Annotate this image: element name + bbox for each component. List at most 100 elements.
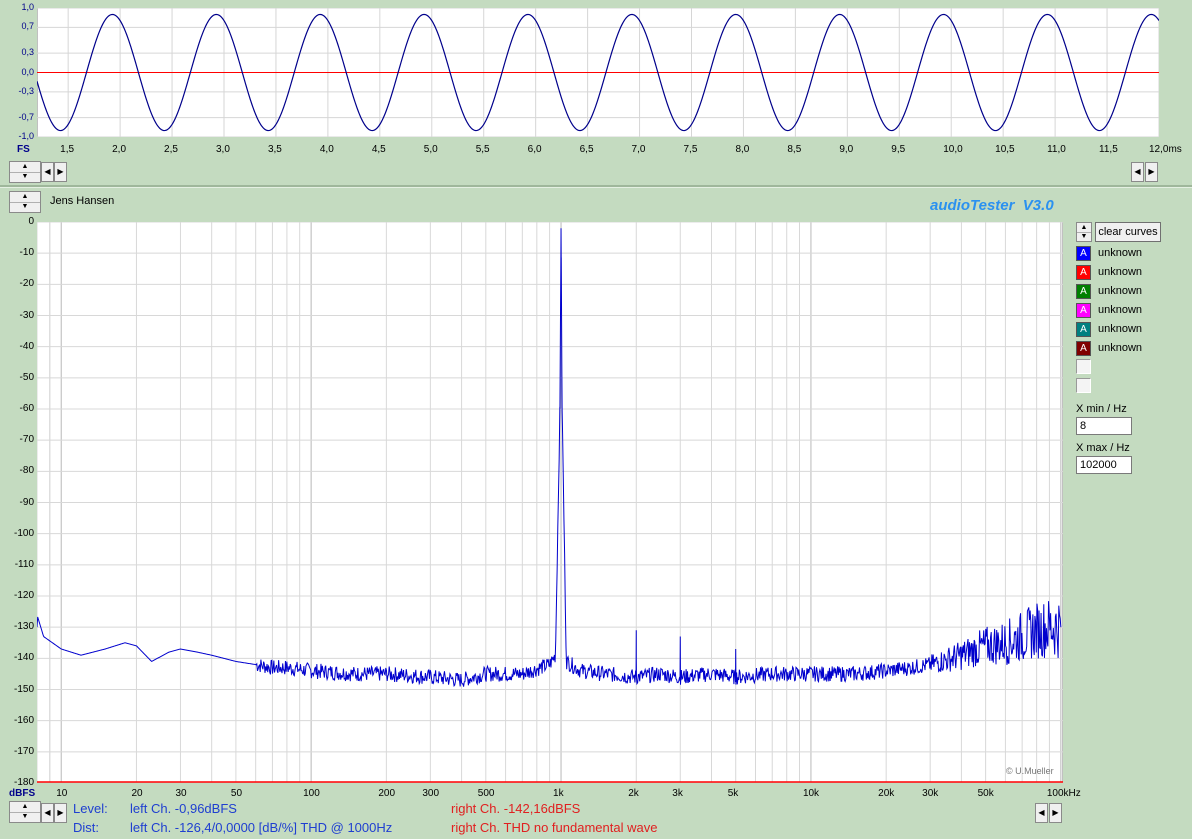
spectrum-y-tick: -60 bbox=[19, 403, 34, 414]
xmin-label: X min / Hz bbox=[1076, 403, 1127, 415]
curve-color-badge[interactable]: A bbox=[1076, 265, 1091, 280]
scope-x-tick: 3,0 bbox=[216, 144, 230, 155]
xmax-input[interactable]: 102000 bbox=[1076, 456, 1132, 474]
level-label: Level: bbox=[73, 801, 108, 816]
spectrum-x-tick: 20k bbox=[878, 788, 895, 799]
spectrum-scroll-left-button[interactable]: ◀ bbox=[41, 803, 54, 823]
xmin-input[interactable]: 8 bbox=[1076, 417, 1132, 435]
scope-x-tick: 9,0 bbox=[839, 144, 854, 155]
scope-trace bbox=[37, 13, 1159, 132]
spectrum-x-tick: 100 bbox=[303, 788, 320, 799]
panel-divider[interactable] bbox=[0, 185, 1192, 188]
dist-label: Dist: bbox=[73, 820, 99, 835]
curve-color-badge[interactable]: A bbox=[1076, 246, 1091, 261]
spin-up-icon[interactable]: ▲ bbox=[10, 192, 40, 203]
spin-up-icon[interactable]: ▲ bbox=[1077, 223, 1091, 233]
scope-x-tick: 11,0 bbox=[1047, 144, 1066, 155]
spectrum-y-zoom-spinner[interactable]: ▲ ▼ bbox=[9, 801, 41, 823]
level-right-value: right Ch. -142,16dBFS bbox=[451, 801, 581, 816]
curve-color-badge[interactable]: A bbox=[1076, 341, 1091, 356]
scope-y-tick: 0,3 bbox=[21, 47, 34, 58]
xmax-label: X max / Hz bbox=[1076, 442, 1130, 454]
curve-color-badge[interactable]: A bbox=[1076, 284, 1091, 299]
scope-x-tick: 4,0 bbox=[319, 144, 334, 155]
spectrum-y-tick: -20 bbox=[19, 278, 34, 290]
scope-x-tick: 6,5 bbox=[579, 144, 594, 155]
legend-item-label: unknown bbox=[1098, 285, 1143, 297]
scope-y-axis: 1,0 0,7 0,3 0,0 -0,3 -0,7 -1,0 bbox=[0, 0, 37, 142]
legend-item-label: unknown bbox=[1098, 266, 1143, 278]
spectrum-y-tick: -110 bbox=[14, 558, 34, 570]
app-title: audioTester V3.0 bbox=[930, 197, 1054, 214]
spectrum-offset-spinner[interactable]: ▲ ▼ bbox=[9, 191, 41, 213]
scope-x-tick: 3,5 bbox=[267, 144, 282, 155]
spectrum-y-tick: -150 bbox=[13, 683, 34, 695]
scope-x-tick: 8,5 bbox=[787, 144, 802, 155]
spectrum-freq-right-button[interactable]: ▶ bbox=[1049, 803, 1062, 823]
legend-item-label: unknown bbox=[1098, 247, 1143, 259]
spin-down-icon[interactable]: ▼ bbox=[21, 173, 29, 180]
scope-x-tick: 6,0 bbox=[527, 144, 542, 155]
spectrum-x-tick: 30k bbox=[922, 788, 939, 799]
scope-y-tick: -0,3 bbox=[18, 85, 34, 96]
spin-down-icon[interactable]: ▼ bbox=[1080, 233, 1088, 240]
spectrum-x-tick: 5k bbox=[727, 788, 739, 799]
spectrum-y-tick: -30 bbox=[19, 309, 34, 321]
spectrum-trace bbox=[37, 228, 1062, 687]
scope-scroll-right-button[interactable]: ▶ bbox=[54, 162, 67, 182]
scope-time-right-button[interactable]: ▶ bbox=[1145, 162, 1158, 182]
spectrum-x-tick: 3k bbox=[672, 788, 683, 799]
level-left-value: left Ch. -0,96dBFS bbox=[130, 801, 237, 816]
spectrum-plot bbox=[37, 222, 1063, 783]
curve-color-badge[interactable]: A bbox=[1076, 322, 1091, 337]
curve-color-badge[interactable]: A bbox=[1076, 303, 1091, 318]
spectrum-y-tick: -40 bbox=[19, 340, 34, 352]
spectrum-scroll-right-button[interactable]: ▶ bbox=[54, 803, 67, 823]
scope-x-tick: 5,0 bbox=[423, 144, 438, 155]
scope-x-tick: 9,5 bbox=[891, 144, 906, 155]
scope-unit-label: FS bbox=[17, 144, 30, 155]
spectrum-y-tick: -80 bbox=[19, 465, 34, 477]
spectrum-y-tick: -100 bbox=[13, 527, 34, 539]
spectrum-y-tick: -130 bbox=[13, 621, 34, 633]
spectrum-x-tick: 1k bbox=[553, 788, 564, 799]
scope-y-tick: 1,0 bbox=[21, 2, 34, 12]
scope-x-tick: 7,0 bbox=[631, 144, 646, 155]
scope-x-tick: 5,5 bbox=[475, 144, 490, 155]
scope-time-left-button[interactable]: ◀ bbox=[1131, 162, 1144, 182]
empty-checkbox[interactable] bbox=[1076, 359, 1091, 374]
spin-down-icon[interactable]: ▼ bbox=[21, 813, 29, 820]
spectrum-y-tick: -180 bbox=[13, 777, 34, 788]
scope-x-tick: 2,5 bbox=[164, 144, 178, 155]
clear-curves-button[interactable]: clear curves bbox=[1095, 222, 1161, 242]
legend-spinner[interactable]: ▲ ▼ bbox=[1076, 222, 1092, 242]
spectrum-freq-left-button[interactable]: ◀ bbox=[1035, 803, 1048, 823]
spectrum-y-tick: -170 bbox=[13, 745, 34, 757]
spectrum-x-tick: 50 bbox=[230, 788, 243, 799]
spectrum-x-tick: 300 bbox=[422, 788, 440, 799]
scope-y-tick: 0,7 bbox=[21, 21, 34, 32]
scope-y-tick: -0,7 bbox=[18, 111, 34, 122]
scope-scroll-left-button[interactable]: ◀ bbox=[41, 162, 54, 182]
scope-x-tick: 2,0 bbox=[112, 144, 127, 155]
scope-x-tick: 11,5 bbox=[1099, 144, 1118, 155]
scope-x-tick: 12,0ms bbox=[1149, 144, 1182, 155]
legend-item-label: unknown bbox=[1098, 304, 1143, 316]
spin-down-icon[interactable]: ▼ bbox=[21, 203, 29, 210]
empty-checkbox[interactable] bbox=[1076, 378, 1091, 393]
dist-left-value: left Ch. -126,4/0,0000 [dB/%] THD @ 1000… bbox=[130, 820, 393, 835]
scope-y-zoom-spinner[interactable]: ▲ ▼ bbox=[9, 161, 41, 183]
copyright-label: © U.Mueller bbox=[1006, 766, 1054, 776]
spectrum-unit-label: dBFS bbox=[9, 788, 36, 799]
scope-x-tick: 1,5 bbox=[60, 144, 75, 155]
scope-plot bbox=[37, 8, 1159, 137]
spectrum-x-tick: 20 bbox=[131, 788, 143, 799]
scope-y-tick: 0,0 bbox=[21, 66, 34, 77]
spectrum-x-tick: 500 bbox=[477, 788, 495, 799]
scope-x-tick: 7,5 bbox=[683, 144, 698, 155]
scope-x-tick: 10,0 bbox=[943, 144, 963, 155]
spectrum-x-tick: 2k bbox=[628, 788, 639, 799]
spectrum-x-tick: 50k bbox=[977, 788, 994, 799]
spin-up-icon[interactable]: ▲ bbox=[10, 802, 40, 813]
spin-up-icon[interactable]: ▲ bbox=[10, 162, 40, 173]
